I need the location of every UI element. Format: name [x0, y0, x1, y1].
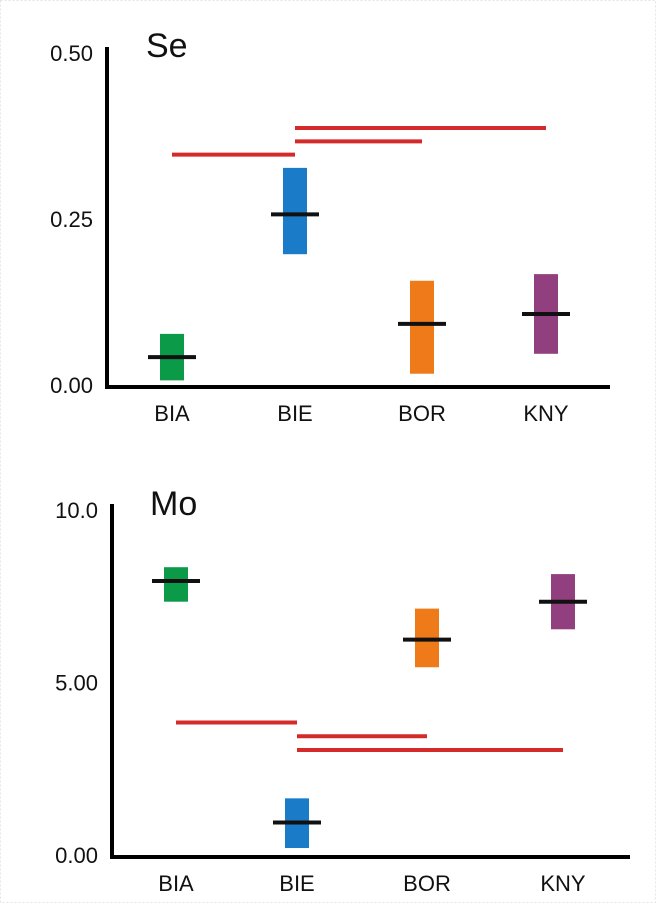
x-tick-label: BIA: [158, 871, 194, 896]
x-tick-label: KNY: [523, 401, 569, 426]
x-tick-label: BIE: [279, 871, 314, 896]
range-bar: [283, 168, 307, 254]
y-tick-label: 0.25: [50, 207, 93, 232]
page-frame: [1, 1, 656, 903]
chart: Se 0.00 0.25 0.50 BIA BIE BOR KNY Mo 0.00 5.00 10.0…: [0, 0, 656, 903]
x-tick-label: BOR: [403, 871, 451, 896]
y-tick-label: 5.00: [55, 670, 98, 695]
range-bar: [410, 281, 434, 374]
x-tick-label: BIA: [154, 401, 190, 426]
y-tick-label: 10.0: [55, 498, 98, 523]
x-tick-label: BOR: [398, 401, 446, 426]
panel-title: Se: [146, 27, 188, 65]
x-tick-label: KNY: [540, 871, 586, 896]
y-tick-label: 0.00: [55, 843, 98, 868]
panel-title: Mo: [150, 485, 197, 523]
y-tick-label: 0.00: [50, 373, 93, 398]
y-tick-label: 0.50: [50, 41, 93, 66]
range-bar: [164, 567, 188, 602]
x-tick-label: BIE: [277, 401, 312, 426]
